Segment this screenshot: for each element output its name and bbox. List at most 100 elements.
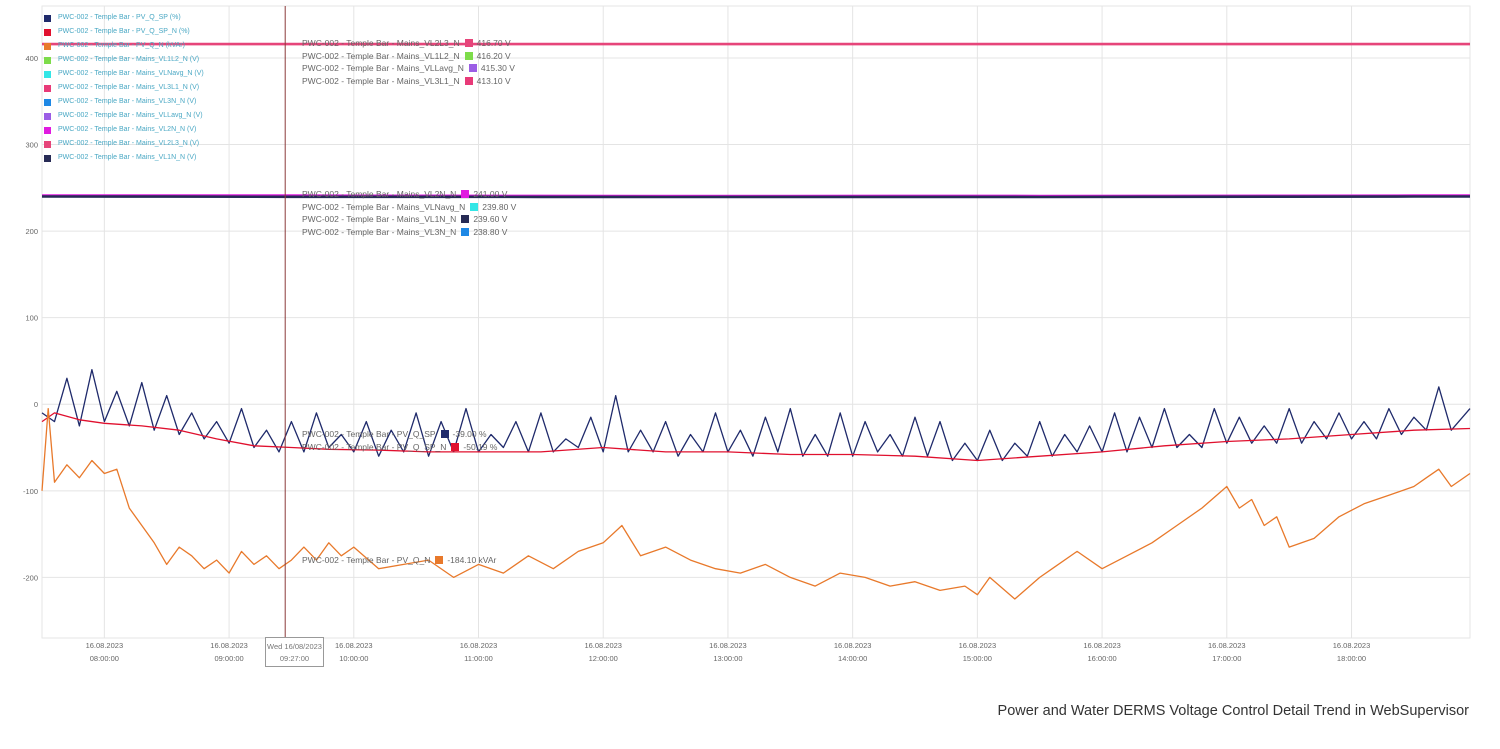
tooltip-label: PWC-002 - Temple Bar - Mains_VLNavg_N	[302, 201, 466, 212]
tooltip-label: PWC-002 - Temple Bar - Mains_VL3N_N	[302, 226, 457, 237]
tooltip-label: PWC-002 - Temple Bar - Mains_VL1N_N	[302, 214, 457, 224]
x-tick-date: 16.08.2023	[1083, 641, 1121, 650]
legend-item[interactable]: PWC-002 - Temple Bar - Mains_VLNavg_N (V…	[44, 67, 204, 81]
tooltip-value: 239.80 V	[482, 201, 517, 212]
tooltip-label: PWC-002 - Temple Bar - PV_Q_N	[302, 555, 431, 565]
tooltip-row: PWC-002 - Temple Bar - Mains_VL1N_N 239.6…	[302, 213, 516, 226]
tooltip-swatch	[451, 442, 460, 451]
tooltip-value: 416.70 V	[476, 38, 511, 48]
tooltip-row: PWC-002 - Temple Bar - PV_Q_SP -39.00 %	[302, 428, 497, 441]
legend-item[interactable]: PWC-002 - Temple Bar - Mains_VL3L1_N (V)	[44, 81, 204, 95]
y-tick-label: -100	[23, 487, 38, 496]
legend-swatch	[44, 126, 51, 134]
plot-frame	[41, 5, 1471, 639]
legend-swatch	[44, 154, 51, 162]
tooltip-line-line-voltages: PWC-002 - Temple Bar - Mains_VL2L3_N 416.…	[302, 37, 515, 87]
legend-item[interactable]: PWC-002 - Temple Bar - Mains_VLLavg_N (V…	[44, 109, 204, 123]
x-tick-time: 11:00:00	[464, 654, 493, 663]
legend-label: PWC-002 - Temple Bar - Mains_VLLavg_N (V…	[58, 112, 203, 119]
legend-label: PWC-002 - Temple Bar - PV_Q_SP_N (%)	[58, 28, 190, 35]
legend-label: PWC-002 - Temple Bar - Mains_VL2L3_N (V)	[58, 140, 200, 147]
legend-swatch	[44, 140, 51, 148]
tooltip-value: 241.00 V	[473, 189, 508, 199]
x-tick-date: 16.08.2023	[834, 641, 872, 650]
legend-item[interactable]: PWC-002 - Temple Bar - Mains_VL1N_N (V)	[44, 151, 204, 165]
tooltip-line-neutral-voltages: PWC-002 - Temple Bar - Mains_VL2N_N 241.0…	[302, 188, 516, 238]
x-tick-time: 08:00:00	[90, 654, 119, 663]
legend-swatch	[44, 84, 51, 92]
tooltip-value: 413.10 V	[476, 75, 511, 86]
cursor-time: 09:27:00	[279, 654, 310, 663]
legend-item[interactable]: PWC-002 - Temple Bar - PV_Q_N (kVAr)	[44, 39, 204, 53]
tooltip-reactive-power: PWC-002 - Temple Bar - PV_Q_N -184.10 kVA…	[302, 554, 496, 567]
legend-label: PWC-002 - Temple Bar - Mains_VLNavg_N (V…	[58, 70, 204, 77]
legend-label: PWC-002 - Temple Bar - Mains_VL1N_N (V)	[58, 154, 197, 161]
legend-item[interactable]: PWC-002 - Temple Bar - Mains_VL3N_N (V)	[44, 95, 204, 109]
trend-chart: 400 300 200 100 0 -100 -200 16.08.2023 08:00:00 1…	[23, 5, 1471, 667]
legend-item[interactable]: PWC-002 - Temple Bar - Mains_VL2N_N (V)	[44, 123, 204, 137]
y-tick-label: 300	[25, 141, 38, 150]
legend-item[interactable]: PWC-002 - Temple Bar - Mains_VL1L2_N (V)	[44, 53, 204, 67]
legend-swatch	[44, 98, 51, 106]
tooltip-row: PWC-002 - Temple Bar - Mains_VL3L1_N 413.…	[302, 75, 515, 88]
tooltip-row: PWC-002 - Temple Bar - Mains_VL2L3_N 416.…	[302, 37, 515, 50]
chart-legend: PWC-002 - Temple Bar - PV_Q_SP (%) PWC-00…	[44, 11, 204, 165]
tooltip-row: PWC-002 - Temple Bar - PV_Q_SP_N -50.19 %	[302, 441, 497, 454]
y-tick-label: 100	[25, 314, 38, 323]
tooltip-swatch	[464, 39, 473, 48]
tooltip-label: PWC-002 - Temple Bar - Mains_VL1L2_N	[302, 50, 460, 61]
x-tick-date: 16.08.2023	[584, 641, 622, 650]
tooltip-value: -50.19 %	[463, 441, 498, 452]
tooltip-row: PWC-002 - Temple Bar - Mains_VL2N_N 241.0…	[302, 188, 516, 201]
x-tick-time: 14:00:00	[838, 654, 867, 663]
x-tick-date: 16.08.2023	[86, 641, 124, 650]
tooltip-label: PWC-002 - Temple Bar - Mains_VL3L1_N	[302, 75, 460, 86]
x-tick-time: 12:00:00	[589, 654, 618, 663]
tooltip-row: PWC-002 - Temple Bar - Mains_VLNavg_N 239…	[302, 201, 516, 214]
x-tick-time: 13:00:00	[713, 654, 742, 663]
series-line-2	[41, 195, 1470, 199]
x-tick-time: 15:00:00	[963, 654, 992, 663]
tooltip-value: 238.80 V	[473, 226, 508, 237]
cursor-date: Wed 16/08/2023	[267, 642, 322, 651]
tooltip-swatch	[470, 202, 479, 211]
tooltip-value: -184.10 kVAr	[447, 555, 497, 565]
tooltip-swatch	[440, 430, 449, 439]
x-tick-date: 16.08.2023	[709, 641, 747, 650]
legend-item[interactable]: PWC-002 - Temple Bar - Mains_VL2L3_N (V)	[44, 137, 204, 151]
tooltip-row: PWC-002 - Temple Bar - Mains_VLLavg_N 415…	[302, 62, 515, 75]
tooltip-label: PWC-002 - Temple Bar - Mains_VL2N_N	[302, 189, 457, 199]
tooltip-swatch	[435, 556, 444, 565]
x-tick-date: 16.08.2023	[959, 641, 997, 650]
x-tick-time: 09:00:00	[214, 654, 243, 663]
trend-chart-svg: 400 300 200 100 0 -100 -200 16.08.2023 08:00:00 1…	[23, 5, 1471, 663]
x-tick-time: 18:00:00	[1337, 654, 1366, 663]
tooltip-swatch	[461, 215, 470, 224]
tooltip-value: 416.20 V	[476, 50, 511, 61]
legend-swatch	[44, 28, 51, 36]
tooltip-setpoints: PWC-002 - Temple Bar - PV_Q_SP -39.00 % PW…	[302, 428, 497, 453]
tooltip-row: PWC-002 - Temple Bar - Mains_VL3N_N 238.8…	[302, 226, 516, 239]
tooltip-value: -39.00 %	[452, 429, 487, 439]
legend-label: PWC-002 - Temple Bar - Mains_VL3L1_N (V)	[58, 84, 200, 91]
cursor-time-label: Wed 16/08/2023 09:27:00	[265, 637, 324, 667]
legend-swatch	[44, 56, 51, 64]
x-tick-date: 16.08.2023	[1208, 641, 1246, 650]
legend-item[interactable]: PWC-002 - Temple Bar - PV_Q_SP_N (%)	[44, 25, 204, 39]
figure-caption: Power and Water DERMS Voltage Control De…	[997, 703, 1469, 719]
series-line-4	[41, 412, 1471, 462]
x-tick-time: 16:00:00	[1087, 654, 1116, 663]
x-tick-date: 16.08.2023	[210, 641, 248, 650]
tooltip-label: PWC-002 - Temple Bar - Mains_VL2L3_N	[302, 38, 460, 48]
series-line-5	[41, 407, 1471, 600]
y-tick-label: 200	[25, 227, 38, 236]
y-tick-label: 400	[25, 54, 38, 63]
legend-swatch	[44, 42, 51, 50]
tooltip-value: 415.30 V	[480, 63, 515, 73]
y-tick-label: -200	[23, 573, 38, 582]
legend-item[interactable]: PWC-002 - Temple Bar - PV_Q_SP (%)	[44, 11, 204, 25]
tooltip-swatch	[464, 76, 473, 85]
tooltip-label: PWC-002 - Temple Bar - Mains_VLLavg_N	[302, 63, 464, 73]
x-tick-date: 16.08.2023	[1333, 641, 1371, 650]
legend-label: PWC-002 - Temple Bar - PV_Q_N (kVAr)	[58, 42, 185, 49]
